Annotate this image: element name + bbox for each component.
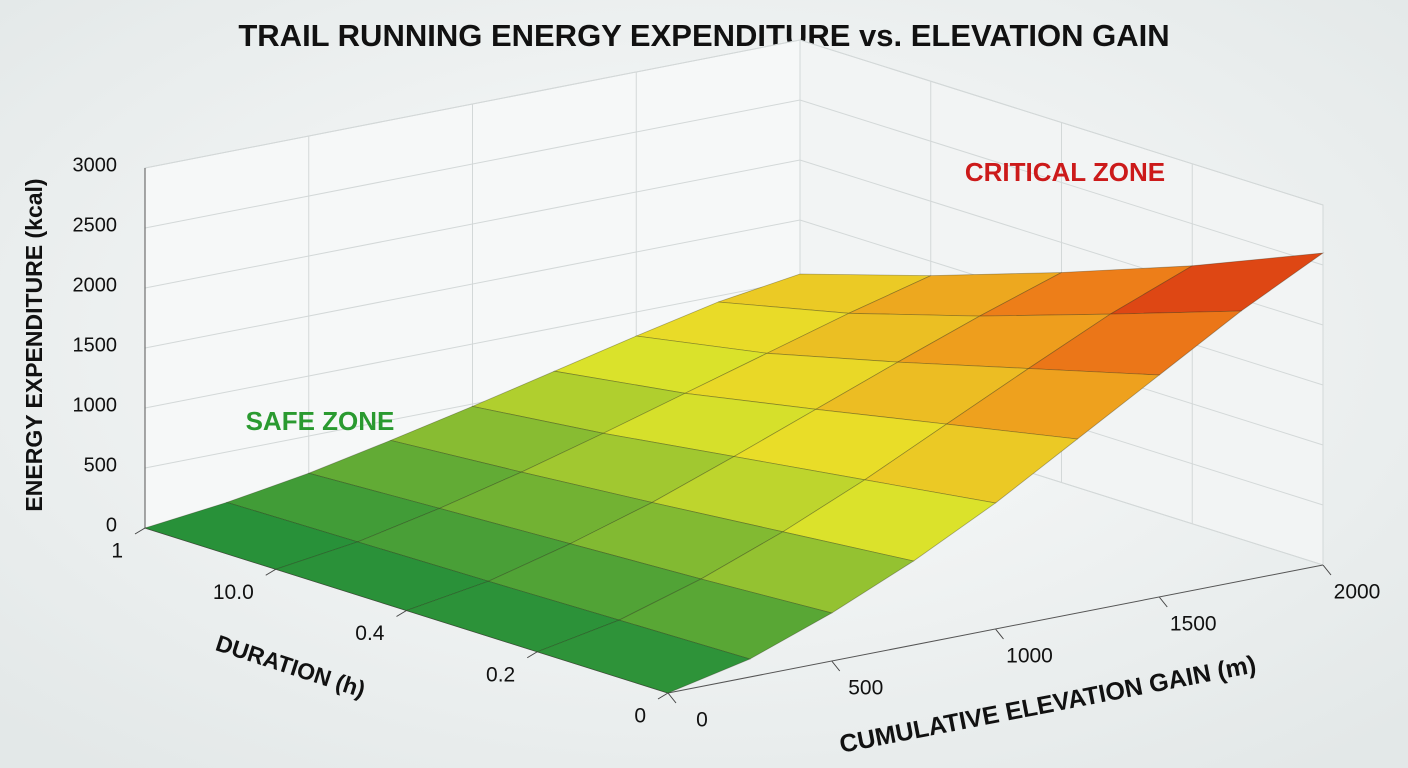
y-tick-label: 10.0	[213, 581, 254, 604]
z-tick-label: 0	[106, 514, 117, 536]
surface-patch	[536, 619, 752, 694]
x-tick-label: 0	[696, 709, 708, 732]
surface-patch	[405, 580, 621, 653]
surface-patch	[143, 501, 359, 570]
x-tick-label: 1500	[1170, 613, 1217, 636]
surface-patch	[717, 273, 931, 314]
z-tick-label: 3000	[73, 154, 118, 176]
annotation: CRITICAL ZONE	[965, 157, 1165, 187]
surface-patch	[225, 472, 441, 543]
y-tick-label: 1	[111, 540, 123, 563]
surface-patch	[1027, 310, 1243, 376]
x-tick-label: 2000	[1334, 581, 1381, 604]
y-tick-mark	[134, 527, 146, 535]
z-tick-label: 2000	[73, 274, 118, 296]
x-tick-mark	[995, 628, 1004, 640]
x-tick-label: 500	[848, 677, 883, 700]
z-tick-label: 1500	[73, 334, 118, 356]
y-tick-mark	[526, 651, 538, 659]
surface-patch	[699, 531, 915, 614]
z-axis-label: ENERGY EXPENDITURE (kcal)	[21, 178, 47, 511]
y-tick-mark	[265, 568, 277, 576]
x-tick-mark	[1322, 564, 1332, 576]
z-tick-label: 500	[84, 454, 117, 476]
y-tick-label: 0.2	[486, 663, 515, 686]
surface-patch	[618, 578, 833, 660]
y-tick-mark	[396, 610, 407, 617]
axis-line	[667, 564, 1324, 694]
x-tick-mark	[1158, 596, 1168, 608]
x-tick-mark	[667, 692, 677, 704]
annotation: SAFE ZONE	[246, 406, 395, 436]
z-tick-label: 2500	[73, 214, 118, 236]
chart-title: TRAIL RUNNING ENERGY EXPENDITURE vs. ELE…	[238, 18, 1169, 53]
y-tick-mark	[657, 692, 669, 700]
x-tick-mark	[831, 660, 841, 672]
z-tick-label: 1000	[73, 394, 118, 416]
x-tick-label: 1000	[1006, 645, 1053, 668]
y-tick-label: 0.4	[355, 622, 385, 645]
y-tick-label: 0	[634, 705, 646, 728]
